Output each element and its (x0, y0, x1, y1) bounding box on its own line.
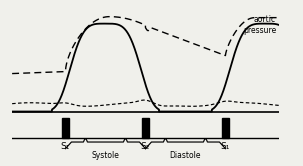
Bar (62, 118, 69, 138)
Text: aortic
pressure: aortic pressure (243, 15, 276, 35)
Text: S₁: S₁ (61, 142, 70, 151)
Text: Diastole: Diastole (170, 151, 201, 160)
Text: S₂: S₂ (141, 142, 150, 151)
Bar (222, 118, 229, 138)
Bar (142, 118, 149, 138)
Text: Systole: Systole (92, 151, 119, 160)
Text: S₁: S₁ (221, 142, 230, 151)
